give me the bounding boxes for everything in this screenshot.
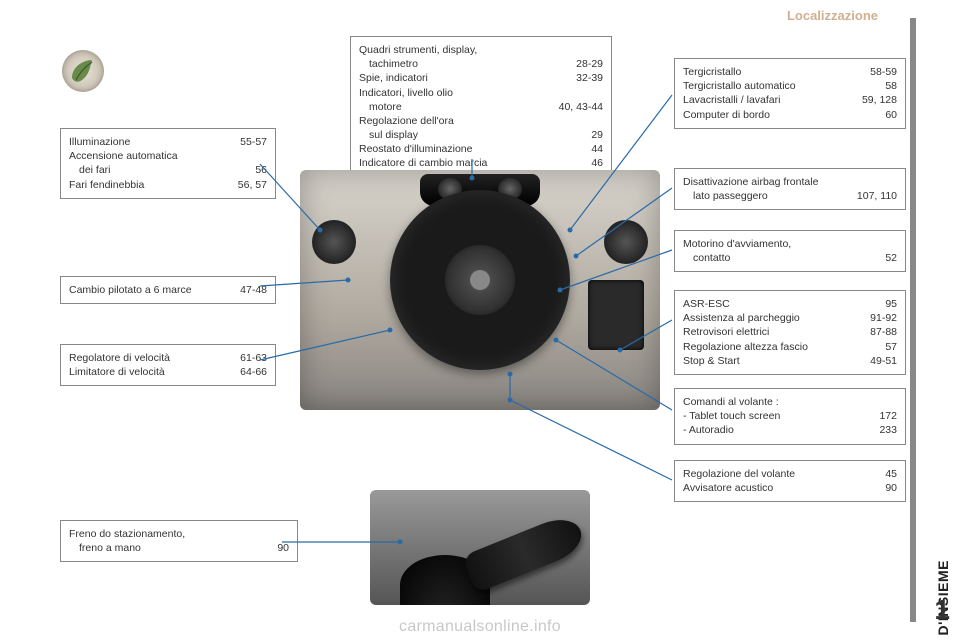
- callout-label: lato passeggero: [683, 189, 841, 203]
- callout-label: Regolatore di velocità: [69, 351, 224, 365]
- page-ref: 60: [885, 108, 897, 122]
- page-ref: 172: [879, 409, 897, 423]
- page-ref: 91-92: [870, 311, 897, 325]
- page-ref: 32-39: [576, 71, 603, 85]
- eco-icon: [62, 50, 104, 92]
- air-vent-right: [604, 220, 648, 264]
- page-ref: 44: [591, 142, 603, 156]
- callout-label: Avvisatore acustico: [683, 481, 869, 495]
- callout-label: Regolazione del volante: [683, 467, 869, 481]
- callout-label: - Autoradio: [683, 423, 863, 437]
- callout-label: Indicatore di cambio marcia: [359, 156, 575, 170]
- callout-label: Regolazione dell'ora: [359, 114, 587, 128]
- page-ref: 56: [255, 163, 267, 177]
- page-ref: 57: [885, 340, 897, 354]
- callout-label: Reostato d'illuminazione: [359, 142, 575, 156]
- page-ref: 46: [591, 156, 603, 170]
- box-instrument-cluster: Quadri strumenti, display,tachimetro 28-2…: [350, 36, 612, 178]
- page-ref: 47-48: [240, 283, 267, 297]
- callout-label: Computer di bordo: [683, 108, 869, 122]
- box-wipers: Tergicristallo 58-59Tergicristallo automa…: [674, 58, 906, 129]
- callout-label: Indicatori, livello olio: [359, 86, 587, 100]
- watermark: carmanualsonline.info: [399, 618, 561, 636]
- callout-label: Tergicristallo: [683, 65, 854, 79]
- box-wheel-controls: Comandi al volante :- Tablet touch scree…: [674, 388, 906, 445]
- callout-label: Tergicristallo automatico: [683, 79, 869, 93]
- chapter-tab: VISTA D'INSIEME 1: [910, 0, 960, 640]
- callout-label: Fari fendinebbia: [69, 178, 222, 192]
- callout-label: Freno do stazionamento,: [69, 527, 273, 541]
- callout-label: Stop & Start: [683, 354, 854, 368]
- box-handbrake: Freno do stazionamento,freno a mano 90: [60, 520, 298, 562]
- callout-label: sul display: [359, 128, 575, 142]
- page-ref: 45: [885, 467, 897, 481]
- box-ignition: Motorino d'avviamento,contatto 52: [674, 230, 906, 272]
- page-ref: 233: [879, 423, 897, 437]
- callout-label: Retrovisori elettrici: [683, 325, 854, 339]
- page-ref: 49-51: [870, 354, 897, 368]
- switch-panel: [588, 280, 644, 350]
- callout-label: Regolazione altezza fascio: [683, 340, 869, 354]
- handbrake-image: [370, 490, 590, 605]
- page-ref: 61-63: [240, 351, 267, 365]
- page-ref: 58-59: [870, 65, 897, 79]
- callout-label: contatto: [683, 251, 869, 265]
- callout-label: ASR-ESC: [683, 297, 869, 311]
- box-driving-aids: ASR-ESC 95 Assistenza al parcheggio 91-92 Re…: [674, 290, 906, 375]
- page-ref: 95: [885, 297, 897, 311]
- callout-label: Illuminazione: [69, 135, 224, 149]
- callout-label: Assistenza al parcheggio: [683, 311, 854, 325]
- box-steering-horn: Regolazione del volante 45 Avvisatore acus…: [674, 460, 906, 502]
- page-ref: 40, 43-44: [559, 100, 603, 114]
- dashboard-image: [300, 170, 660, 410]
- page-ref: 56, 57: [238, 178, 267, 192]
- callout-label: Spie, indicatori: [359, 71, 560, 85]
- callout-label: Quadri strumenti, display,: [359, 43, 587, 57]
- page-ref: 90: [277, 541, 289, 555]
- page-ref: 28-29: [576, 57, 603, 71]
- callout-label: Limitatore di velocità: [69, 365, 224, 379]
- tab-index-band: [910, 18, 916, 622]
- callout-label: Disattivazione airbag frontale: [683, 175, 881, 189]
- page-ref: 59, 128: [862, 93, 897, 107]
- page-ref: 55-57: [240, 135, 267, 149]
- page-ref: 90: [885, 481, 897, 495]
- box-lighting: Illuminazione 55-57Accensione automaticad…: [60, 128, 276, 199]
- handbrake-lever: [462, 512, 588, 594]
- callout-label: Motorino d'avviamento,: [683, 237, 881, 251]
- air-vent-left: [312, 220, 356, 264]
- callout-label: Accensione automatica: [69, 149, 251, 163]
- box-gearbox: Cambio pilotato a 6 marce 47-48: [60, 276, 276, 304]
- wheel-hub: [445, 245, 515, 315]
- callout-label: Comandi al volante :: [683, 395, 881, 409]
- page-ref: 58: [885, 79, 897, 93]
- page-header: Localizzazione: [787, 8, 878, 23]
- box-speed-control: Regolatore di velocità 61-63 Limitatore di…: [60, 344, 276, 386]
- steering-wheel: [390, 190, 570, 370]
- callout-label: freno a mano: [69, 541, 261, 555]
- callout-label: Cambio pilotato a 6 marce: [69, 283, 224, 297]
- page-ref: 52: [885, 251, 897, 265]
- box-airbag: Disattivazione airbag frontalelato passe…: [674, 168, 906, 210]
- page-ref: 87-88: [870, 325, 897, 339]
- page-ref: 29: [591, 128, 603, 142]
- callout-label: - Tablet touch screen: [683, 409, 863, 423]
- manual-page: Localizzazione Quadri strumenti, display…: [0, 0, 960, 640]
- callout-label: tachimetro: [359, 57, 560, 71]
- chapter-number: 1: [934, 594, 950, 626]
- page-ref: 107, 110: [857, 189, 897, 203]
- callout-label: Lavacristalli / lavafari: [683, 93, 846, 107]
- page-ref: 64-66: [240, 365, 267, 379]
- callout-label: motore: [359, 100, 543, 114]
- callout-label: dei fari: [69, 163, 239, 177]
